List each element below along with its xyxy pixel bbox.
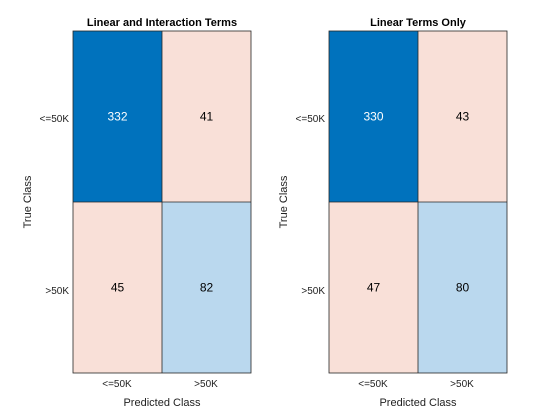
x-tick-label-1: >50K [194, 379, 218, 390]
cell-value-r0-c1: 43 [456, 110, 470, 124]
y-axis-label: True Class [22, 175, 34, 228]
cell-value-r0-c1: 41 [200, 110, 214, 124]
matrix-border [328, 30, 508, 374]
matrix-cell-r0-c0 [73, 31, 162, 202]
y-tick-label-1: >50K [301, 286, 325, 297]
cell-value-r0-c0: 332 [107, 110, 127, 124]
chart-title: Linear Terms Only [370, 17, 467, 29]
confusion-chart-right: Linear Terms Only True Class Predicted C… [278, 17, 508, 409]
y-tick-label-1: >50K [45, 286, 69, 297]
x-axis-label: Predicted Class [123, 397, 201, 409]
confusion-chart-left: Linear and Interaction Terms True Class … [22, 17, 252, 409]
cell-value-r1-c1: 80 [456, 281, 470, 295]
cell-value-r1-c0: 47 [367, 281, 381, 295]
chart-title: Linear and Interaction Terms [87, 17, 237, 29]
x-tick-label-0: <=50K [358, 379, 388, 390]
cell-value-r0-c0: 330 [363, 110, 383, 124]
matrix-cell-r1-c1 [418, 202, 507, 373]
y-axis-label: True Class [278, 175, 290, 228]
matrix-cell-r1-c0 [73, 202, 162, 373]
matrix-cell-r0-c1 [418, 31, 507, 202]
x-axis-label: Predicted Class [379, 397, 457, 409]
matrix-cell-r0-c1 [162, 31, 251, 202]
y-tick-label-0: <=50K [296, 114, 326, 125]
cell-value-r1-c0: 45 [111, 281, 125, 295]
matrix-cell-r1-c1 [162, 202, 251, 373]
matrix-cell-r0-c0 [329, 31, 418, 202]
x-tick-label-1: >50K [450, 379, 474, 390]
matrix-cell-r1-c0 [329, 202, 418, 373]
y-tick-label-0: <=50K [40, 114, 70, 125]
x-tick-label-0: <=50K [102, 379, 132, 390]
matrix-border [72, 30, 252, 374]
cell-value-r1-c1: 82 [200, 281, 214, 295]
